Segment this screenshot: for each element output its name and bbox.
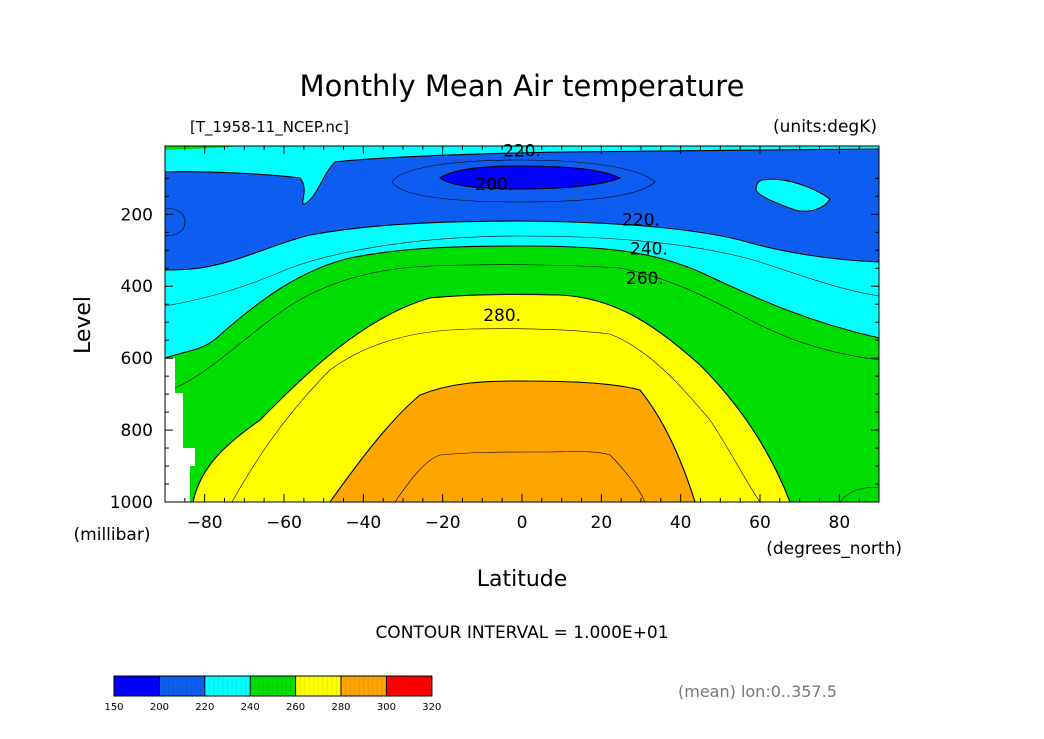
colorbar-label: 260	[286, 702, 305, 713]
x-tick-label: 20	[591, 513, 613, 533]
x-tick-label: −60	[266, 513, 302, 533]
footnote: (mean) lon:0..357.5	[678, 682, 837, 701]
x-tick-label: −40	[345, 513, 381, 533]
colorbar-swatch	[295, 676, 341, 696]
y-tick-label: 400	[121, 277, 153, 297]
missing-data	[165, 358, 195, 502]
y-tick-label: 1000	[110, 493, 153, 513]
y-tick-label: 800	[121, 421, 153, 441]
y-tick-label: 200	[121, 205, 153, 225]
colorbar-swatch	[159, 676, 205, 696]
contour-label: 280.	[483, 306, 521, 326]
temperature-field	[165, 146, 879, 502]
x-tick-label: −80	[187, 513, 223, 533]
x-tick-label: 80	[829, 513, 851, 533]
colorbar-label: 300	[377, 702, 396, 713]
contour-interval-text: CONTOUR INTERVAL = 1.000E+01	[375, 623, 668, 643]
x-tick-label: 0	[517, 513, 528, 533]
y-units-label: (millibar)	[74, 525, 151, 545]
band-top-sliver	[165, 146, 240, 150]
contour-label: 200.	[475, 175, 513, 195]
y-tick-label: 600	[121, 349, 153, 369]
x-axis-title: Latitude	[477, 567, 568, 592]
colorbar-label: 320	[422, 702, 441, 713]
x-tick-label: 60	[749, 513, 771, 533]
colorbar-swatch	[204, 676, 251, 696]
colorbar-swatch	[341, 676, 387, 696]
colorbar-label: 220	[195, 702, 214, 713]
axes: −80 −60 −40 −20 0 20 40 60 80 200 400 600 800 1000	[110, 146, 880, 533]
contour-label: 260.	[626, 269, 664, 289]
colorbar-swatch	[386, 676, 432, 696]
colorbar-label: 280	[331, 702, 350, 713]
y-axis-title: Level	[71, 296, 96, 354]
contour-label: 240.	[630, 239, 668, 259]
colorbar-swatch	[250, 676, 296, 696]
band-150-200	[440, 166, 620, 189]
colorbar-label: 240	[241, 702, 260, 713]
band-200-220	[165, 149, 879, 270]
x-units-label: (degrees_north)	[766, 539, 902, 559]
x-tick-label: −20	[425, 513, 461, 533]
major-contours	[165, 148, 879, 502]
colorbar-swatch	[114, 676, 160, 696]
file-label: [T_1958-11_NCEP.nc]	[190, 118, 349, 137]
band-220-240-pocket	[756, 179, 830, 212]
colorbar-label: 150	[104, 702, 123, 713]
band-280-300	[330, 381, 695, 502]
x-tick-label: 40	[670, 513, 692, 533]
colorbar: 150 200 220 240 260 280 300 320	[104, 675, 441, 713]
contour-label: 220.	[622, 211, 660, 231]
chart-title: Monthly Mean Air temperature	[300, 69, 745, 103]
units-label: (units:degK)	[773, 117, 877, 137]
thin-contours	[165, 159, 879, 502]
colorbar-label: 200	[150, 702, 169, 713]
